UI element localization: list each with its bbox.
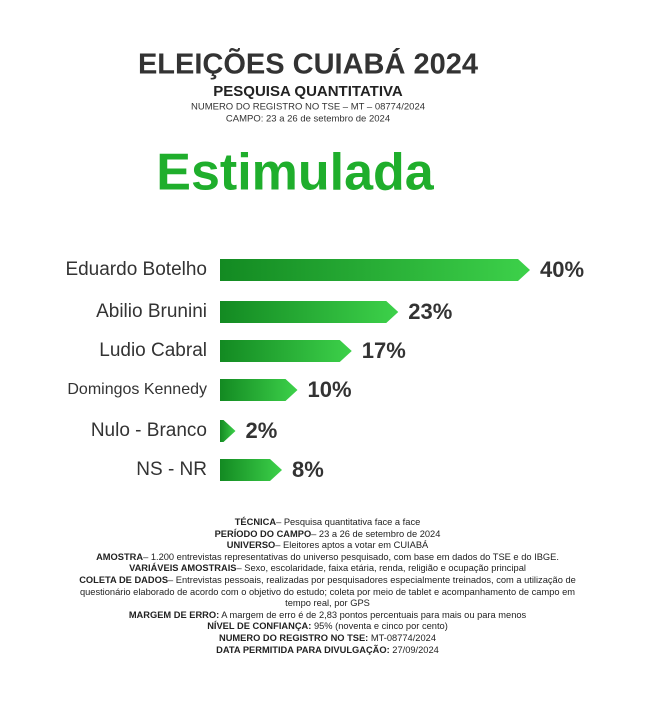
note-label: NUMERO DO REGISTRO NO TSE: [219,632,369,643]
note-label: MARGEM DE ERRO: [128,609,220,620]
bar [220,459,282,481]
note-text: – Eleitores aptos a votar em CUIABÁ [275,540,429,551]
value-label: 17% [362,338,406,363]
note: DATA PERMITIDA PARA DIVULGAÇÃO: 27/09/20… [70,645,585,657]
value-label: 40% [540,257,584,282]
bar [220,420,236,442]
value-label: 10% [308,377,352,402]
bar [220,340,352,362]
subtitle: PESQUISA QUANTITATIVA [213,83,403,100]
chart-title: ELEIÇÕES CUIABÁ 2024 [138,47,478,81]
category-label: Domingos Kennedy [67,381,207,398]
note-text: – Entrevistas pessoais, realizadas por p… [79,574,579,609]
note: AMOSTRA– 1.200 entrevistas representativ… [70,552,585,564]
note: MARGEM DE ERRO: A margem de erro é de 2,… [70,610,585,622]
note: NUMERO DO REGISTRO NO TSE: MT-08774/2024 [70,633,585,645]
category-label: Eduardo Botelho [65,259,207,280]
bar [220,301,399,323]
heading: Estimulada [156,144,434,202]
note-label: COLETA DE DADOS [79,574,169,585]
methodology-notes: TÉCNICA– Pesquisa quantitativa face a fa… [70,517,585,656]
note-text: – 1.200 entrevistas representativas do u… [143,551,559,562]
category-label: NS - NR [136,459,207,480]
note-label: VARIÁVEIS AMOSTRAIS [129,563,237,574]
note-label: NÍVEL DE CONFIANÇA: [207,621,312,632]
note-text: MT-08774/2024 [368,632,436,643]
note-text: 27/09/2024 [389,644,439,655]
field-dates: CAMPO: 23 a 26 de setembro de 2024 [226,114,390,125]
note: VARIÁVEIS AMOSTRAIS– Sexo, escolaridade,… [70,563,585,575]
note-text: – Sexo, escolaridade, faixa etária, rend… [236,563,526,574]
note-label: DATA PERMITIDA PARA DIVULGAÇÃO: [216,644,390,655]
note-label: PERÍODO DO CAMPO [214,528,312,539]
note-text: – 23 a 26 de setembro de 2024 [311,528,441,539]
bar [220,259,530,281]
note-label: UNIVERSO [226,540,276,551]
chart: ELEIÇÕES CUIABÁ 2024 PESQUISA QUANTITATI… [65,47,584,482]
value-label: 23% [408,299,452,324]
value-label: 8% [292,457,324,482]
note: PERÍODO DO CAMPO– 23 a 26 de setembro de… [70,529,585,541]
category-label: Nulo - Branco [91,420,207,441]
note-text: A margem de erro é de 2,83 pontos percen… [219,609,527,620]
note: NÍVEL DE CONFIANÇA: 95% (noventa e cinco… [70,621,585,633]
note: UNIVERSO– Eleitores aptos a votar em CUI… [70,540,585,552]
registry: NUMERO DO REGISTRO NO TSE – MT – 08774/2… [191,102,425,113]
note: TÉCNICA– Pesquisa quantitativa face a fa… [70,517,585,529]
note-text: 95% (noventa e cinco por cento) [311,621,448,632]
note: COLETA DE DADOS– Entrevistas pessoais, r… [70,575,585,610]
note-label: TÉCNICA [234,517,277,527]
category-label: Ludio Cabral [99,340,207,361]
bar [220,379,298,401]
note-label: AMOSTRA [96,551,144,562]
category-label: Abilio Brunini [96,301,207,322]
value-label: 2% [246,418,278,443]
note-text: – Pesquisa quantitativa face a face [276,517,421,527]
